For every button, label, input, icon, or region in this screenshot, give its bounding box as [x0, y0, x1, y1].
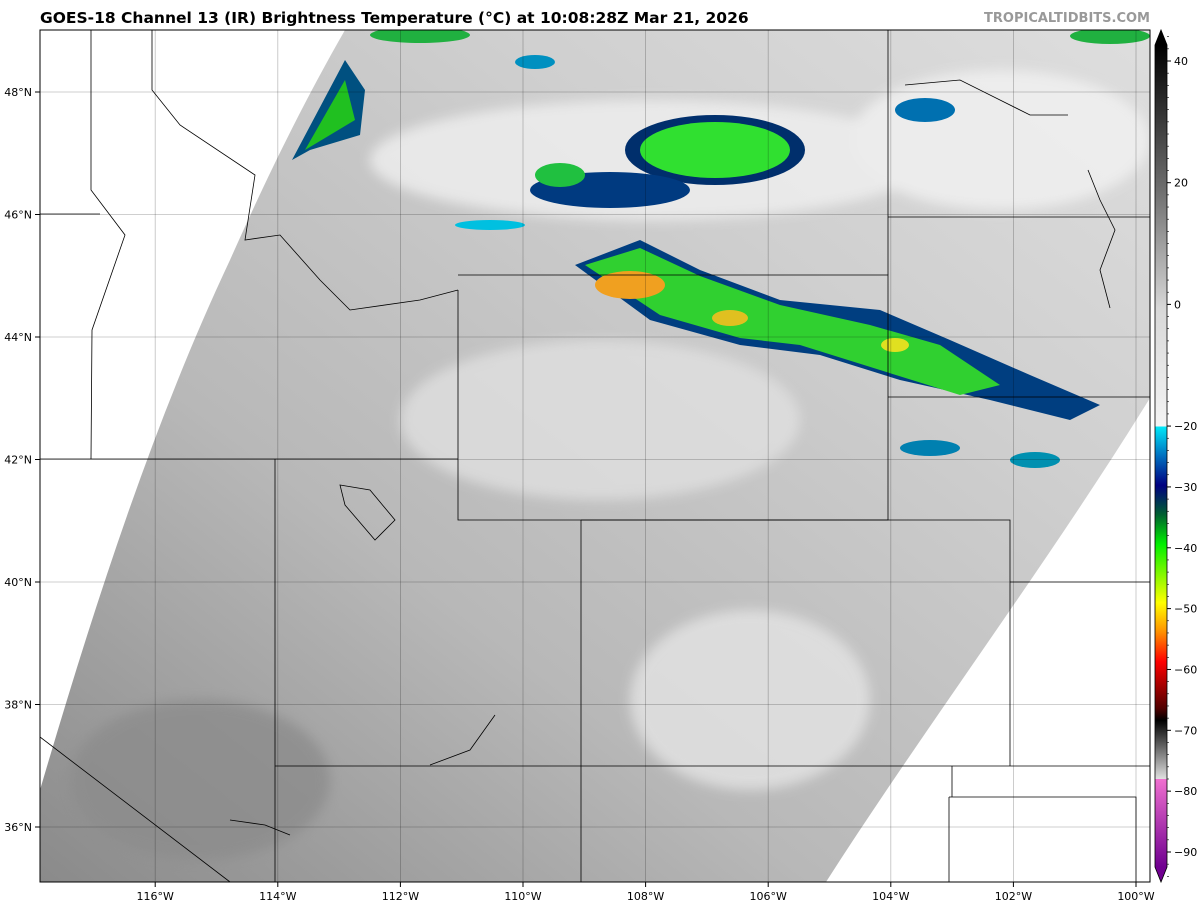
lon-label: 108°W — [627, 890, 664, 903]
lat-label: 48°N — [4, 86, 32, 99]
colorbar-tick-label: −20 — [1174, 420, 1197, 433]
colorbar-ramp — [1155, 45, 1167, 867]
colorbar-tick-label: −90 — [1174, 846, 1197, 859]
lon-label: 104°W — [872, 890, 909, 903]
lon-label: 100°W — [1117, 890, 1154, 903]
map-title: GOES-18 Channel 13 (IR) Brightness Tempe… — [40, 9, 749, 27]
colorbar-tick-label: −70 — [1174, 724, 1197, 737]
colorbar-tick-label: 0 — [1174, 298, 1181, 311]
colorbar-tick-label: −80 — [1174, 785, 1197, 798]
colorbar-tick-label: 40 — [1174, 55, 1188, 68]
plot-frame — [39, 29, 1151, 883]
credit-watermark: TROPICALTIDBITS.COM — [984, 11, 1150, 26]
gridlines — [40, 30, 1150, 882]
colorbar-outline — [1154, 28, 1168, 884]
lon-label: 116°W — [137, 890, 174, 903]
colorbar-min-extend — [1155, 867, 1167, 882]
lon-label: 112°W — [382, 890, 419, 903]
lon-label: 114°W — [259, 890, 296, 903]
lat-label: 36°N — [4, 821, 32, 834]
colorbar-max-extend — [1155, 30, 1167, 45]
colorbar-tick-label: −50 — [1174, 603, 1197, 616]
colorbar: 40 20 0 −20 −30 −40 −50 −60 −70 −80 −90 — [1154, 28, 1197, 884]
colorbar-tick-label: −60 — [1174, 663, 1197, 676]
lat-label: 42°N — [4, 454, 32, 467]
lat-label: 40°N — [4, 576, 32, 589]
colorbar-tick-label: −30 — [1174, 481, 1197, 494]
lat-label: 38°N — [4, 699, 32, 712]
state-borders — [40, 30, 1150, 882]
lat-label: 46°N — [4, 209, 32, 222]
colorbar-tick-label: −40 — [1174, 542, 1197, 555]
colorbar-tick-label: 20 — [1174, 177, 1188, 190]
lon-label: 102°W — [995, 890, 1032, 903]
lat-label: 44°N — [4, 331, 32, 344]
cold-cloud-tops — [292, 30, 1150, 468]
lon-label: 110°W — [504, 890, 541, 903]
lon-label: 106°W — [750, 890, 787, 903]
